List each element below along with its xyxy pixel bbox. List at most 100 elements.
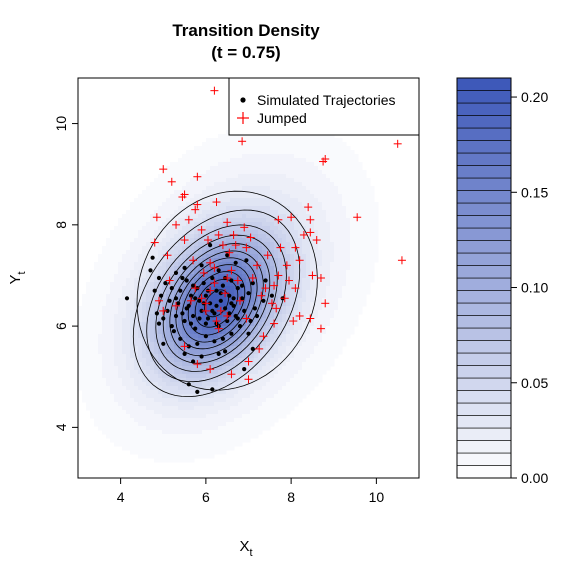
density-cell: [330, 298, 335, 303]
density-cell: [278, 350, 283, 355]
density-cell: [186, 402, 191, 407]
density-cell: [90, 346, 95, 351]
density-cell: [270, 338, 275, 343]
density-cell: [162, 178, 167, 183]
density-cell: [278, 146, 283, 151]
density-cell: [186, 390, 191, 395]
trajectory-point: [221, 284, 225, 288]
density-cell: [246, 238, 251, 243]
density-cell: [354, 234, 359, 239]
density-cell: [314, 286, 319, 291]
density-cell: [302, 394, 307, 399]
density-cell: [150, 410, 155, 415]
density-cell: [354, 198, 359, 203]
density-cell: [150, 210, 155, 215]
density-cell: [166, 442, 171, 447]
density-cell: [286, 146, 291, 151]
density-cell: [102, 262, 107, 267]
density-cell: [122, 234, 127, 239]
density-cell: [142, 358, 147, 363]
density-cell: [346, 326, 351, 331]
density-cell: [258, 390, 263, 395]
density-cell: [250, 202, 255, 207]
density-cell: [318, 318, 323, 323]
density-cell: [370, 198, 375, 203]
density-cell: [106, 278, 111, 283]
density-cell: [110, 366, 115, 371]
density-cell: [162, 426, 167, 431]
density-cell: [330, 246, 335, 251]
density-cell: [118, 318, 123, 323]
density-cell: [290, 358, 295, 363]
density-cell: [134, 386, 139, 391]
density-cell: [362, 190, 367, 195]
density-cell: [106, 318, 111, 323]
density-cell: [370, 254, 375, 259]
density-cell: [354, 262, 359, 267]
density-cell: [138, 198, 143, 203]
density-cell: [234, 222, 239, 227]
density-cell: [186, 406, 191, 411]
density-cell: [310, 186, 315, 191]
density-cell: [326, 154, 331, 159]
density-cell: [254, 206, 259, 211]
density-cell: [266, 178, 271, 183]
density-cell: [202, 350, 207, 355]
density-cell: [218, 442, 223, 447]
density-cell: [170, 458, 175, 463]
density-cell: [102, 350, 107, 355]
density-cell: [114, 306, 119, 311]
density-cell: [182, 454, 187, 459]
density-cell: [254, 170, 259, 175]
density-cell: [158, 418, 163, 423]
density-cell: [358, 186, 363, 191]
density-cell: [86, 350, 91, 355]
density-cell: [374, 246, 379, 251]
density-cell: [110, 234, 115, 239]
density-cell: [350, 274, 355, 279]
density-cell: [146, 390, 151, 395]
density-cell: [150, 326, 155, 331]
density-cell: [282, 138, 287, 143]
density-cell: [290, 258, 295, 263]
density-cell: [278, 406, 283, 411]
density-cell: [242, 150, 247, 155]
density-cell: [286, 378, 291, 383]
density-cell: [358, 258, 363, 263]
trajectory-point: [225, 253, 229, 257]
density-cell: [350, 214, 355, 219]
density-cell: [114, 258, 119, 263]
density-cell: [266, 154, 271, 159]
density-cell: [186, 398, 191, 403]
density-cell: [130, 310, 135, 315]
density-cell: [118, 430, 123, 435]
density-cell: [310, 158, 315, 163]
density-cell: [310, 258, 315, 263]
density-cell: [358, 302, 363, 307]
density-cell: [226, 430, 231, 435]
density-cell: [198, 366, 203, 371]
density-cell: [374, 242, 379, 247]
density-cell: [242, 186, 247, 191]
density-cell: [366, 246, 371, 251]
density-cell: [170, 318, 175, 323]
density-cell: [130, 250, 135, 255]
density-cell: [366, 250, 371, 255]
density-cell: [118, 406, 123, 411]
density-cell: [174, 166, 179, 171]
density-cell: [178, 390, 183, 395]
density-cell: [178, 454, 183, 459]
density-cell: [298, 246, 303, 251]
density-cell: [370, 234, 375, 239]
density-cell: [314, 210, 319, 215]
density-cell: [282, 414, 287, 419]
density-cell: [246, 282, 251, 287]
density-cell: [238, 262, 243, 267]
density-cell: [118, 238, 123, 243]
density-cell: [374, 254, 379, 259]
density-cell: [98, 406, 103, 411]
density-cell: [286, 290, 291, 295]
density-cell: [182, 398, 187, 403]
density-cell: [282, 366, 287, 371]
density-cell: [254, 394, 259, 399]
